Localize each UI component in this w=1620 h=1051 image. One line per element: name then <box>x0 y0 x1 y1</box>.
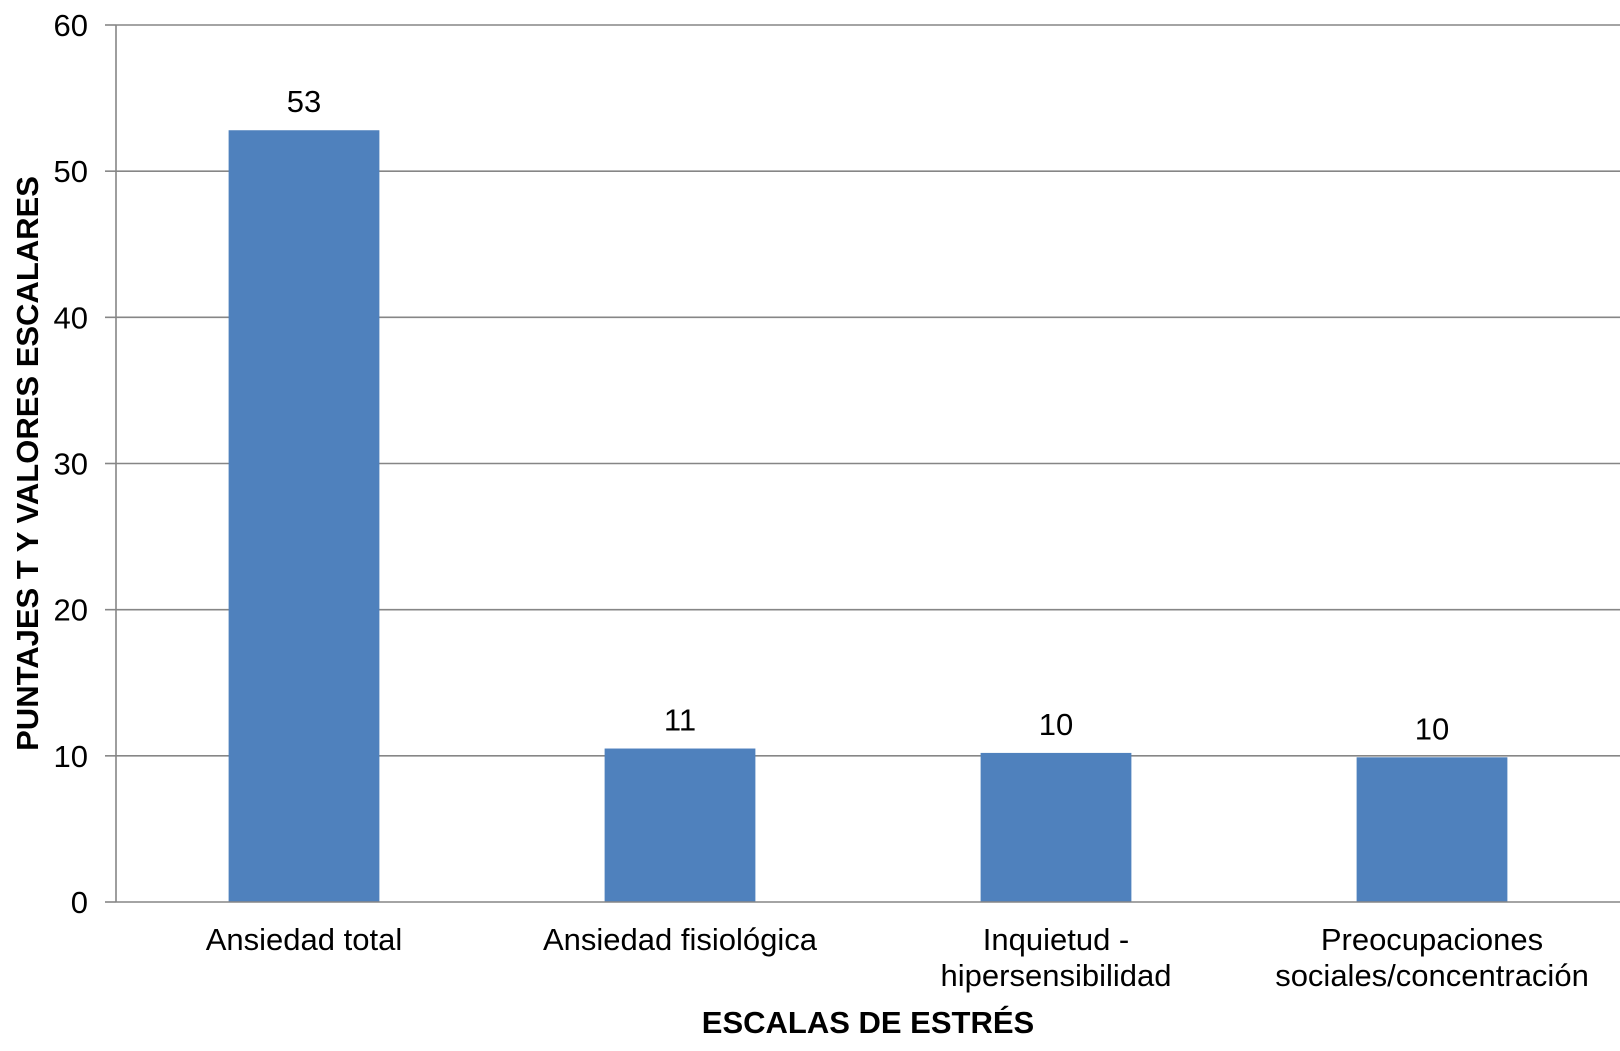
data-label: 10 <box>1039 707 1073 742</box>
data-label: 53 <box>287 84 321 119</box>
y-tick-label: 60 <box>54 8 88 43</box>
y-tick-label: 40 <box>54 300 88 335</box>
bar <box>604 748 756 902</box>
x-category-label: Ansiedad total <box>205 922 403 957</box>
y-axis-title: PUNTAJES T Y VALORES ESCALARES <box>10 176 45 751</box>
bar-series <box>228 130 1508 903</box>
bar <box>228 130 380 903</box>
bar <box>1356 757 1508 902</box>
data-label: 11 <box>664 703 696 738</box>
y-tick-label: 10 <box>54 739 88 774</box>
y-tick-label: 50 <box>54 154 88 189</box>
data-label: 10 <box>1415 711 1449 746</box>
chart-labels: 0 10 20 30 40 50 60 53 11 10 10 <box>54 8 1450 920</box>
y-tick-label: 30 <box>54 447 88 482</box>
y-tick-label: 20 <box>54 593 88 628</box>
y-tick-label: 0 <box>71 885 88 920</box>
x-category-label: Ansiedad fisiológica <box>542 922 817 957</box>
axes <box>105 24 1620 903</box>
x-axis-title: ESCALAS DE ESTRÉS <box>702 1005 1034 1040</box>
x-category-label: Inquietud - hipersensibilidad <box>940 922 1172 993</box>
bar <box>980 752 1132 902</box>
x-category-label: Preocupaciones sociales/concentración <box>1275 922 1589 993</box>
